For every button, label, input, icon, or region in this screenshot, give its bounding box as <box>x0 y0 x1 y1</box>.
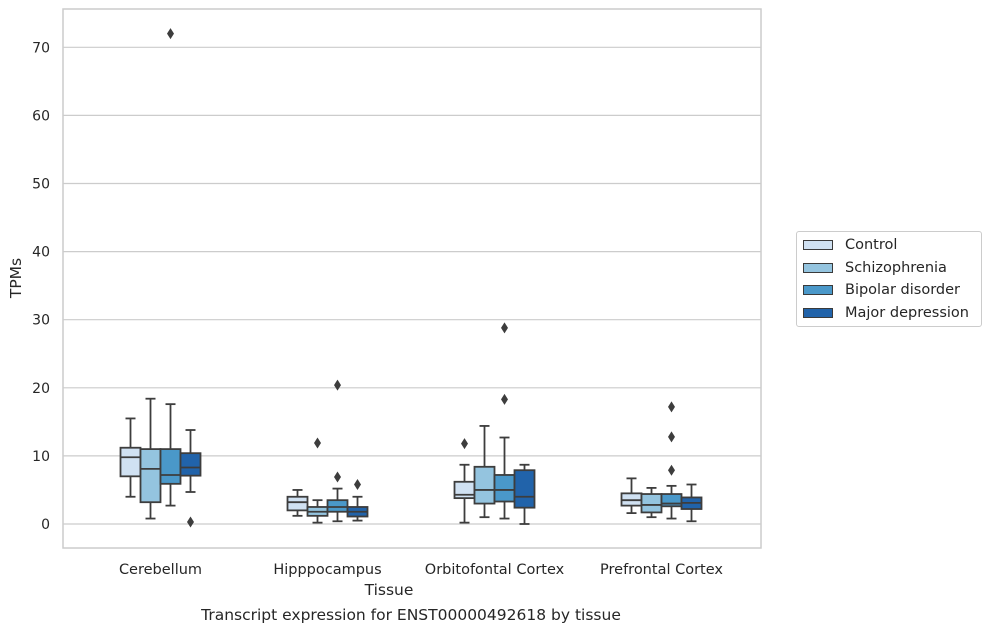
x-tick-labels: Cerebellum Hipppocampus Orbitofontal Corte… <box>119 562 723 578</box>
legend-label-major-depression: Major depression <box>845 305 969 321</box>
x-axis-label: Tissue <box>364 581 414 599</box>
legend-swatch-schizophrenia <box>803 263 833 273</box>
x-tick-label-cerebellum: Cerebellum <box>119 562 202 578</box>
y-axis-label: TPMs <box>7 258 25 299</box>
chart-caption: Transcript expression for ENST0000049261… <box>201 606 621 624</box>
box-orbitofontal-cortex-bipolar-disorder <box>493 322 516 520</box>
legend-item-bipolar: Bipolar disorder <box>803 280 960 300</box>
box-body <box>473 465 496 505</box>
y-tick-label-30: 30 <box>32 313 50 329</box>
legend-item-major-depression: Major depression <box>803 303 969 323</box>
legend-label-control: Control <box>845 237 898 253</box>
box-cerebellum-control <box>119 417 142 498</box>
x-tick-label-hipppocampus: Hipppocampus <box>273 562 381 578</box>
y-tick-label-50: 50 <box>32 177 50 193</box>
legend-swatch-control <box>803 240 833 250</box>
y-tick-label-10: 10 <box>32 449 50 465</box>
x-tick-label-prefrontal-cortex: Prefrontal Cortex <box>600 562 723 578</box>
box-hipppocampus-control <box>286 489 309 517</box>
legend: Control Schizophrenia Bipolar disorder M… <box>796 231 982 327</box>
outlier-point <box>668 464 675 476</box>
outlier-point <box>354 479 361 491</box>
box-body <box>119 446 142 478</box>
outlier-point <box>501 322 508 334</box>
box-body <box>139 448 162 504</box>
box-body <box>286 495 309 512</box>
outlier-point <box>167 28 174 40</box>
legend-item-schizophrenia: Schizophrenia <box>803 258 947 278</box>
y-tick-label-0: 0 <box>41 517 50 533</box>
plot-frame <box>62 8 762 549</box>
box-series <box>119 28 703 528</box>
box-body <box>493 474 516 503</box>
outlier-point <box>314 437 321 449</box>
legend-item-control: Control <box>803 235 897 255</box>
legend-swatch-major-depression <box>803 308 833 318</box>
box-body <box>159 448 182 485</box>
outlier-point <box>461 438 468 450</box>
y-tick-label-60: 60 <box>32 108 50 124</box>
outlier-point <box>334 471 341 483</box>
legend-label-schizophrenia: Schizophrenia <box>845 260 947 276</box>
box-hipppocampus-bipolar-disorder <box>326 379 349 523</box>
outlier-point <box>501 393 508 405</box>
box-orbitofontal-cortex-control <box>453 438 476 524</box>
outlier-point <box>668 401 675 413</box>
y-tick-label-70: 70 <box>32 40 50 56</box>
box-body <box>640 493 663 514</box>
y-tick-label-20: 20 <box>32 381 50 397</box>
box-prefrontal-cortex-bipolar-disorder <box>660 401 683 520</box>
legend-label-bipolar: Bipolar disorder <box>845 282 960 298</box>
outlier-point <box>334 379 341 391</box>
box-body <box>513 469 536 509</box>
outlier-point <box>668 431 675 443</box>
box-body <box>179 452 202 477</box>
box-cerebellum-schizophrenia <box>139 397 162 520</box>
box-cerebellum-major-depression <box>179 429 202 528</box>
box-cerebellum-bipolar-disorder <box>159 28 182 507</box>
box-prefrontal-cortex-control <box>620 477 643 515</box>
y-tick-label-40: 40 <box>32 245 50 261</box>
box-prefrontal-cortex-schizophrenia <box>640 487 663 519</box>
y-tick-labels: 0 10 20 30 40 50 60 70 <box>32 40 50 533</box>
box-body <box>453 480 476 500</box>
box-body <box>326 499 349 513</box>
box-hipppocampus-major-depression <box>346 479 369 522</box>
box-prefrontal-cortex-major-depression <box>680 483 703 523</box>
box-hipppocampus-schizophrenia <box>306 437 329 524</box>
box-orbitofontal-cortex-major-depression <box>513 463 536 525</box>
x-tick-label-orbitofontal-cortex: Orbitofontal Cortex <box>425 562 565 578</box>
legend-swatch-bipolar <box>803 285 833 295</box>
outlier-point <box>187 516 194 528</box>
box-orbitofontal-cortex-schizophrenia <box>473 425 496 519</box>
